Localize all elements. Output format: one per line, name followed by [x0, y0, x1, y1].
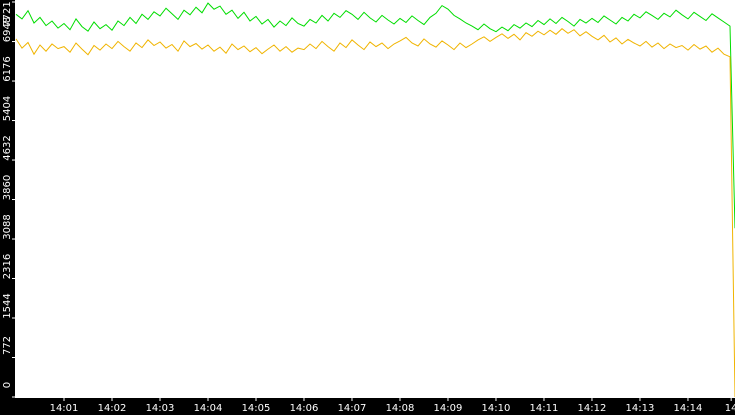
y-tick-label: 6948 — [2, 17, 13, 42]
x-tick-label: 14:05 — [242, 403, 271, 414]
y-tick-label: 4632 — [2, 135, 13, 160]
x-tick-label: 14:14 — [674, 403, 703, 414]
x-tick-label: 14:01 — [50, 403, 79, 414]
x-tick-label: 14:08 — [386, 403, 415, 414]
y-axis-band — [0, 0, 15, 415]
x-tick-label: 14:04 — [194, 403, 223, 414]
x-tick-label: 14:09 — [434, 403, 463, 414]
y-tick-label: 0 — [2, 382, 13, 388]
x-tick-label: 14:12 — [578, 403, 607, 414]
x-tick-label: 14:11 — [530, 403, 559, 414]
y-tick-label: 6176 — [2, 56, 13, 81]
y-tick-label: 7721 — [2, 1, 13, 26]
y-tick-label: 2316 — [2, 254, 13, 279]
x-tick-label: 14:07 — [338, 403, 367, 414]
x-tick-label: 14:10 — [482, 403, 511, 414]
y-tick-label: 3860 — [2, 175, 13, 200]
x-tick-label: 14:03 — [146, 403, 175, 414]
x-tick-label: 14:02 — [98, 403, 127, 414]
y-tick-label: 5404 — [2, 96, 13, 121]
x-axis-band — [0, 398, 735, 415]
y-tick-label: 3088 — [2, 214, 13, 239]
x-tick-label: 14:06 — [290, 403, 319, 414]
y-tick-label: 1544 — [2, 293, 13, 318]
y-tick-label: 772 — [2, 336, 13, 355]
series-line — [15, 2, 735, 229]
series-line — [15, 28, 735, 398]
x-tick-label: 14:13 — [626, 403, 655, 414]
x-tick-label: 14 — [725, 403, 735, 414]
